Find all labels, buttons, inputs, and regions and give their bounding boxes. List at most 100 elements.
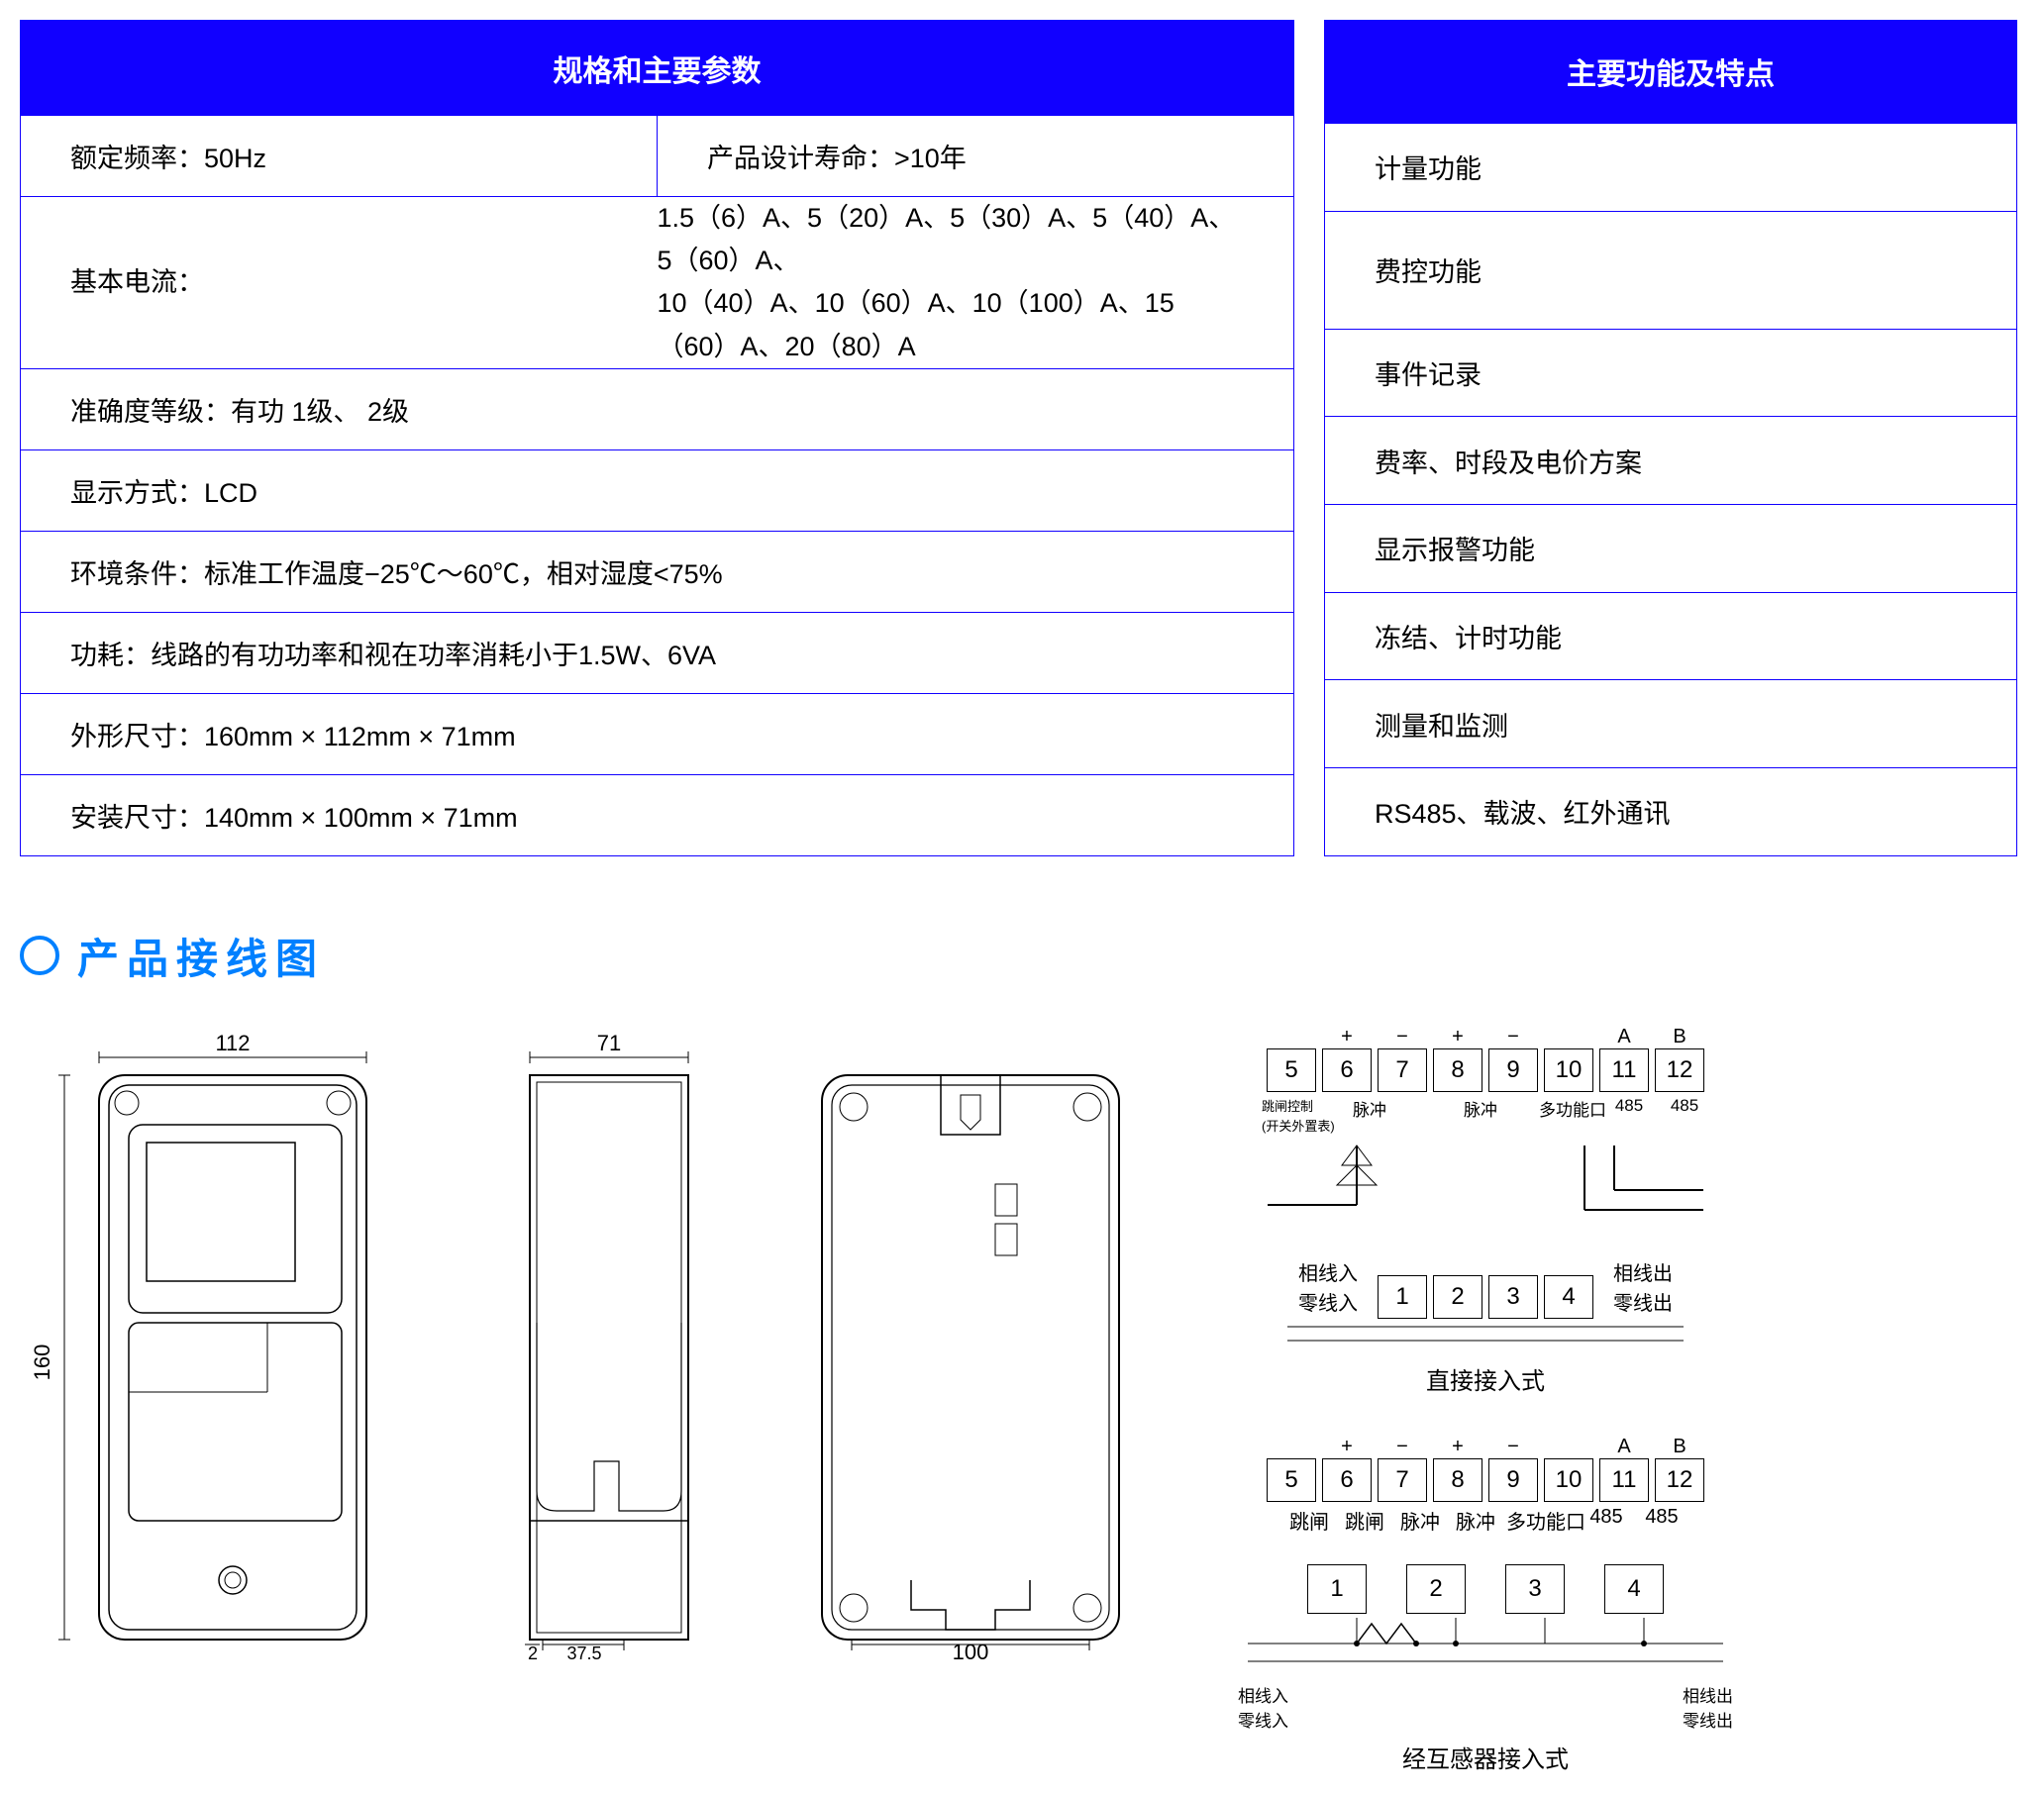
feat-cell: 费控功能 (1325, 211, 2017, 329)
caption-direct: 直接接入式 (1208, 1361, 1763, 1396)
caption-ct: 经互感器接入式 (1208, 1740, 1763, 1774)
wiring-ct: +−+−AB 5 6 7 8 9 10 11 12 跳闸 跳闸 脉冲 脉冲 多功… (1208, 1436, 1763, 1774)
wiring-direct: +−+−AB 5 6 7 8 9 10 11 12 跳闸控制(开关外置表) 脉冲… (1208, 1026, 1763, 1396)
cell-outer: 外形尺寸：160mm × 112mm × 71mm (21, 693, 1294, 774)
table-row: 费率、时段及电价方案 (1325, 417, 2017, 505)
feat-cell: 事件记录 (1325, 329, 2017, 417)
term-box: 7 (1378, 1458, 1427, 1502)
cell-accuracy: 准确度等级：有功 1级、 2级 (21, 368, 1294, 449)
feat-cell: 计量功能 (1325, 123, 2017, 211)
spec-header: 规格和主要参数 (21, 21, 1294, 116)
circle-bullet-icon (20, 936, 59, 975)
term-labels: 跳闸控制(开关外置表) 脉冲 脉冲 多功能口 485 485 (1208, 1096, 1763, 1136)
label-neutral-in: 零线入 (1238, 1712, 1288, 1731)
table-row: RS485、载波、红外通讯 (1325, 767, 2017, 855)
term-box: 11 (1599, 1048, 1649, 1092)
term-box: 4 (1604, 1564, 1664, 1614)
term-box: 12 (1655, 1048, 1704, 1092)
sign-row: +−+−AB (1208, 1026, 1763, 1048)
bottom-lines (1208, 1319, 1763, 1348)
table-row: 准确度等级：有功 1级、 2级 (21, 368, 1294, 449)
section-title: 产品接线图 (77, 926, 325, 986)
terminal-row-top: 5 6 7 8 9 10 11 12 (1208, 1048, 1763, 1092)
term-box: 9 (1488, 1048, 1538, 1092)
bottom-terms-wrap: 相线入 零线入 1 2 3 4 相线出 零线出 (1208, 1259, 1763, 1319)
cell-current-label: 基本电流： (21, 197, 658, 369)
feat-cell: 费率、时段及电价方案 (1325, 417, 2017, 505)
spec-table: 规格和主要参数 额定频率：50Hz 产品设计寿命：>10年 基本电流： 1.5（… (20, 20, 1294, 856)
term-box: 6 (1322, 1458, 1372, 1502)
feat-header: 主要功能及特点 (1325, 21, 2017, 124)
label-neutral-out: 零线出 (1613, 1289, 1673, 1319)
table-row: 显示报警功能 (1325, 504, 2017, 592)
table-row: 费控功能 (1325, 211, 2017, 329)
cell-life: 产品设计寿命：>10年 (658, 116, 1294, 197)
cell-display: 显示方式：LCD (21, 449, 1294, 531)
table-row: 安装尺寸：140mm × 100mm × 71mm (21, 774, 1294, 855)
term-labels: 跳闸 跳闸 脉冲 脉冲 多功能口 485 485 (1208, 1506, 1763, 1535)
feat-cell: 测量和监测 (1325, 680, 2017, 768)
term-box: 2 (1433, 1275, 1482, 1319)
feat-table: 主要功能及特点 计量功能 费控功能 事件记录 费率、时段及电价方案 显示报警功能… (1324, 20, 2017, 856)
term-box: 1 (1307, 1564, 1367, 1614)
term-box: 11 (1599, 1458, 1649, 1502)
feat-cell: 显示报警功能 (1325, 504, 2017, 592)
term-box: 12 (1655, 1458, 1704, 1502)
table-row: 计量功能 (1325, 123, 2017, 211)
terminal-row-bottom: 1 2 3 4 (1378, 1275, 1593, 1319)
term-box: 10 (1544, 1048, 1593, 1092)
lower-terms-wrap: 1 2 3 4 (1208, 1564, 1763, 1614)
wiring-diagrams: +−+−AB 5 6 7 8 9 10 11 12 跳闸控制(开关外置表) 脉冲… (1208, 1026, 1763, 1774)
cell-env: 环境条件：标准工作温度−25℃～60℃，相对湿度<75% (21, 531, 1294, 612)
dim-112: 112 (215, 1031, 250, 1055)
dim-100: 100 (953, 1640, 989, 1659)
tables-row: 规格和主要参数 额定频率：50Hz 产品设计寿命：>10年 基本电流： 1.5（… (20, 20, 2024, 856)
sign-row: +−+−AB (1208, 1436, 1763, 1458)
back-view-diagram: 100 (792, 1026, 1149, 1659)
term-box: 4 (1544, 1275, 1593, 1319)
term-box: 6 (1322, 1048, 1372, 1092)
dim-71: 71 (597, 1031, 621, 1055)
front-view-diagram: 112 160 (20, 1026, 416, 1659)
ct-lines (1208, 1614, 1763, 1673)
term-box: 2 (1406, 1564, 1466, 1614)
dim-37-5: 37,5 (566, 1644, 601, 1659)
term-box: 1 (1378, 1275, 1427, 1319)
cell-power: 功耗：线路的有功功率和视在功率消耗小于1.5W、6VA (21, 612, 1294, 693)
term-box: 8 (1433, 1458, 1482, 1502)
cell-freq: 额定频率：50Hz (21, 116, 658, 197)
term-box: 5 (1267, 1048, 1316, 1092)
term-box: 8 (1433, 1048, 1482, 1092)
table-row: 测量和监测 (1325, 680, 2017, 768)
term-box: 10 (1544, 1458, 1593, 1502)
section-header: 产品接线图 (20, 926, 2024, 986)
term-box: 3 (1505, 1564, 1565, 1614)
label-phase-out: 相线出 (1683, 1687, 1733, 1706)
table-row: 额定频率：50Hz 产品设计寿命：>10年 (21, 116, 1294, 197)
term-box: 5 (1267, 1458, 1316, 1502)
table-row: 环境条件：标准工作温度−25℃～60℃，相对湿度<75% (21, 531, 1294, 612)
term-box: 7 (1378, 1048, 1427, 1092)
label-phase-in: 相线入 (1238, 1687, 1288, 1706)
wiring-lines (1208, 1136, 1763, 1254)
table-row: 显示方式：LCD (21, 449, 1294, 531)
table-row: 功耗：线路的有功功率和视在功率消耗小于1.5W、6VA (21, 612, 1294, 693)
cell-current-value: 1.5（6）A、5（20）A、5（30）A、5（40）A、5（60）A、 10（… (658, 197, 1294, 369)
side-view-diagram: 71 2 37,5 (475, 1026, 733, 1659)
feat-cell: RS485、载波、红外通讯 (1325, 767, 2017, 855)
dim-160: 160 (30, 1344, 54, 1380)
table-row: 基本电流： 1.5（6）A、5（20）A、5（30）A、5（40）A、5（60）… (21, 197, 1294, 369)
table-row: 外形尺寸：160mm × 112mm × 71mm (21, 693, 1294, 774)
label-phase-in: 相线入 (1298, 1259, 1358, 1289)
term-box: 9 (1488, 1458, 1538, 1502)
terminal-row-mid: 5 6 7 8 9 10 11 12 (1208, 1458, 1763, 1502)
cell-install: 安装尺寸：140mm × 100mm × 71mm (21, 774, 1294, 855)
dim-2: 2 (528, 1644, 538, 1659)
table-row: 事件记录 (1325, 329, 2017, 417)
label-neutral-out: 零线出 (1683, 1712, 1733, 1731)
term-box: 3 (1488, 1275, 1538, 1319)
label-phase-out: 相线出 (1613, 1259, 1673, 1289)
label-neutral-in: 零线入 (1298, 1289, 1358, 1319)
table-row: 冻结、计时功能 (1325, 592, 2017, 680)
feat-cell: 冻结、计时功能 (1325, 592, 2017, 680)
